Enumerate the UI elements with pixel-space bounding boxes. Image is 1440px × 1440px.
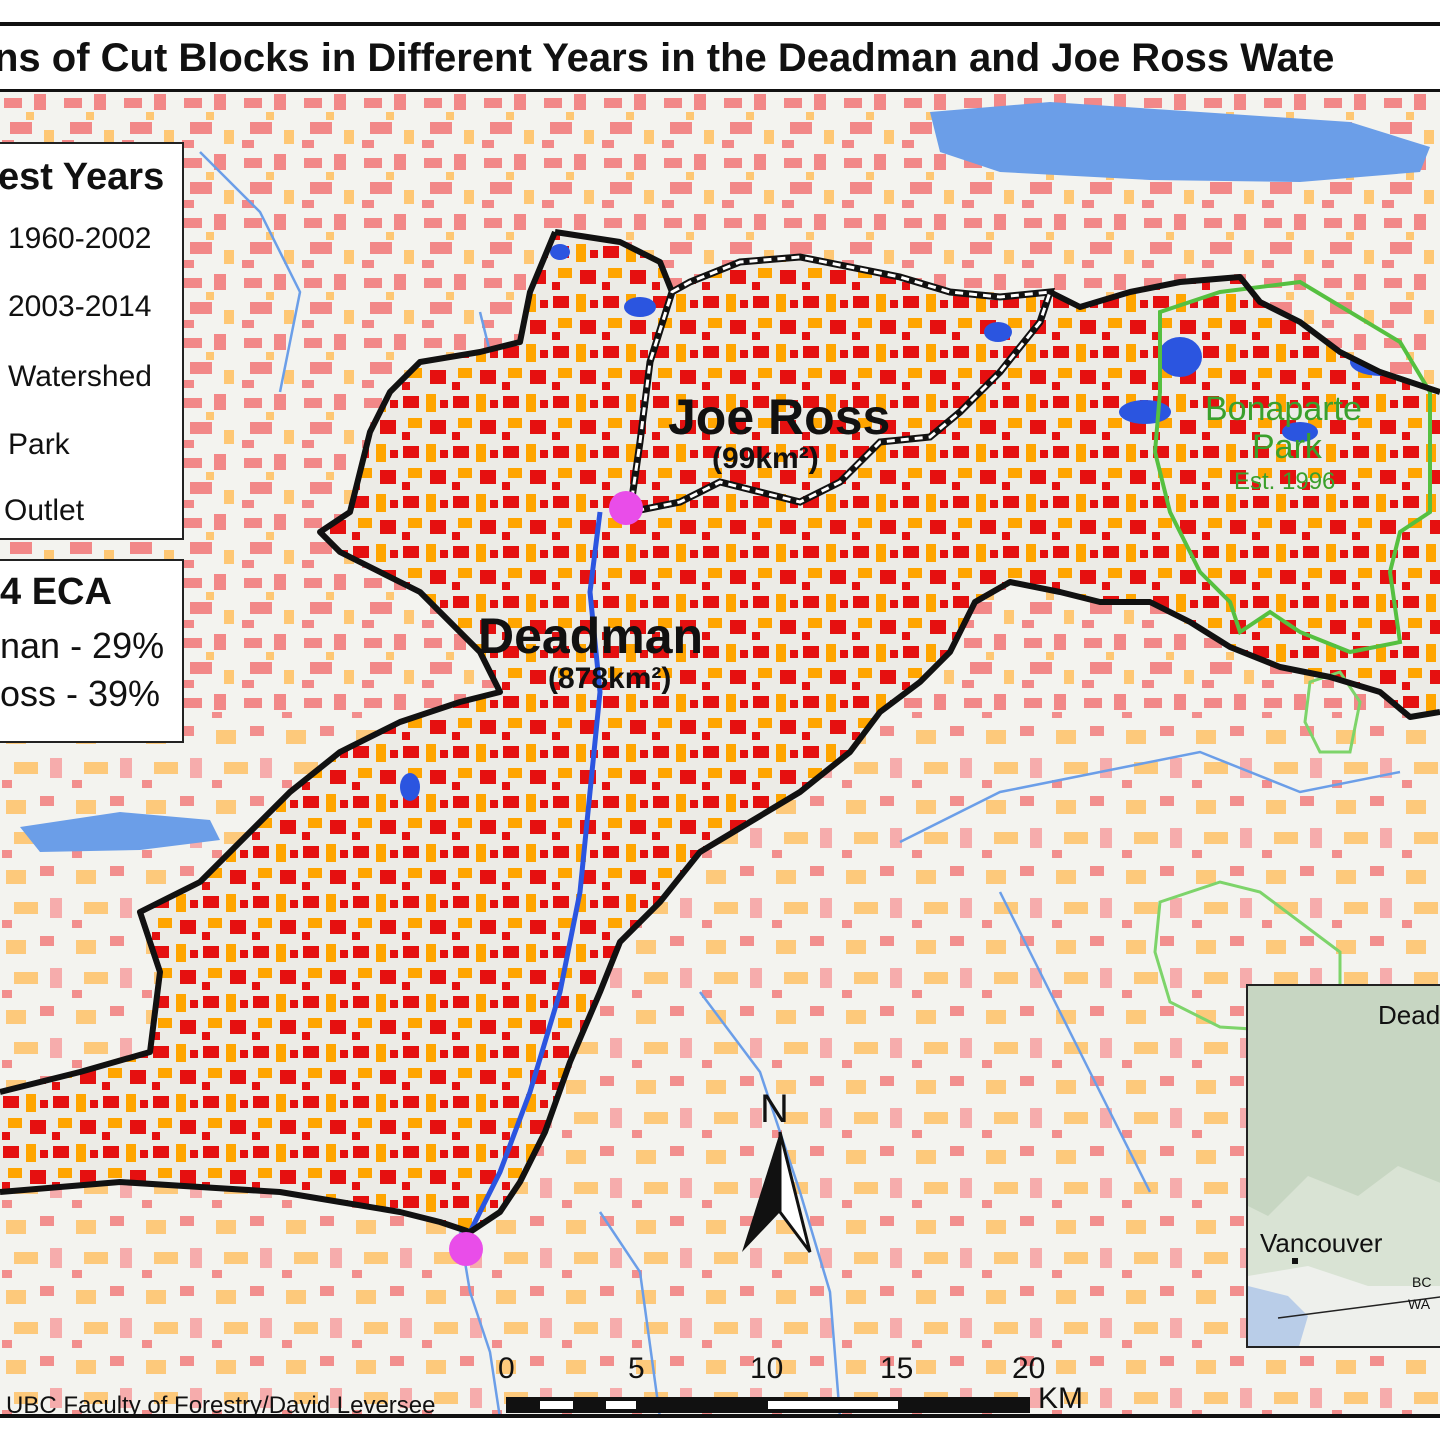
joe-ross-boundary-dash — [628, 255, 1053, 514]
inset-label-dead: Dead — [1378, 1000, 1440, 1030]
lake-north — [930, 102, 1430, 182]
scale-tick-10: 10 — [750, 1352, 784, 1385]
credit-text: UBC Faculty of Forestry/David Leversee — [6, 1392, 436, 1418]
map-title: ns of Cut Blocks in Different Years in t… — [0, 26, 1440, 92]
scale-tick-20: 20 — [1012, 1352, 1046, 1385]
lake-west — [20, 812, 220, 852]
bonaparte-park-outline[interactable] — [1152, 279, 1432, 655]
scale-bar — [506, 1397, 1030, 1413]
north-arrow-label: N — [760, 1087, 789, 1131]
legend-title: est Years — [0, 156, 165, 198]
park-name-line2: Park — [1252, 428, 1322, 466]
deadman-label: Deadman — [478, 608, 704, 664]
park-established: Est. 1996 — [1234, 468, 1336, 495]
park-name-line1: Bonaparte — [1205, 390, 1362, 428]
legend: est Years 1960-2002 2003-2014 Watershed … — [0, 142, 184, 540]
map-frame: ns of Cut Blocks in Different Years in t… — [0, 22, 1440, 1418]
eca-box: 4 ECA nan - 29% oss - 39% — [0, 559, 184, 743]
eca-joe-ross: oss - 39% — [0, 673, 161, 714]
map-canvas[interactable] — [0, 92, 1440, 1418]
legend-item-park: Park — [8, 428, 70, 461]
scale-tick-0: 0 — [498, 1352, 515, 1385]
inset-label-vancouver: Vancouver — [1260, 1228, 1383, 1258]
joe-ross-label: Joe Ross — [668, 389, 891, 445]
inset-canvas — [1248, 986, 1440, 1346]
legend-item-watershed: Watershed — [8, 360, 152, 393]
outlet-joe-ross-marker[interactable] — [609, 491, 643, 525]
scale-unit: KM — [1038, 1382, 1083, 1415]
inset-label-bc: BC — [1412, 1274, 1432, 1290]
outlet-deadman-marker[interactable] — [449, 1232, 483, 1266]
scale-tick-5: 5 — [628, 1352, 645, 1385]
north-arrow-icon — [742, 1131, 812, 1253]
deadman-area: (878km²) — [548, 662, 672, 695]
park-outline-small[interactable] — [1303, 670, 1362, 754]
eca-deadman: nan - 29% — [0, 625, 165, 666]
legend-item-1960-2002: 1960-2002 — [8, 222, 152, 255]
joe-ross-area: (99km²) — [712, 442, 819, 475]
scale-tick-15: 15 — [880, 1352, 914, 1385]
legend-item-outlet: Outlet — [4, 494, 85, 527]
legend-item-2003-2014: 2003-2014 — [8, 290, 152, 323]
inset-label-wa: WA — [1408, 1296, 1431, 1312]
eca-title: 4 ECA — [0, 571, 112, 613]
inset-map[interactable]: Dead Vancouver BC WA — [1246, 984, 1440, 1348]
map-area[interactable]: Joe Ross (99km²) Deadman (878km²) Bonapa… — [0, 92, 1440, 1418]
map-title-text: ns of Cut Blocks in Different Years in t… — [0, 36, 1335, 80]
